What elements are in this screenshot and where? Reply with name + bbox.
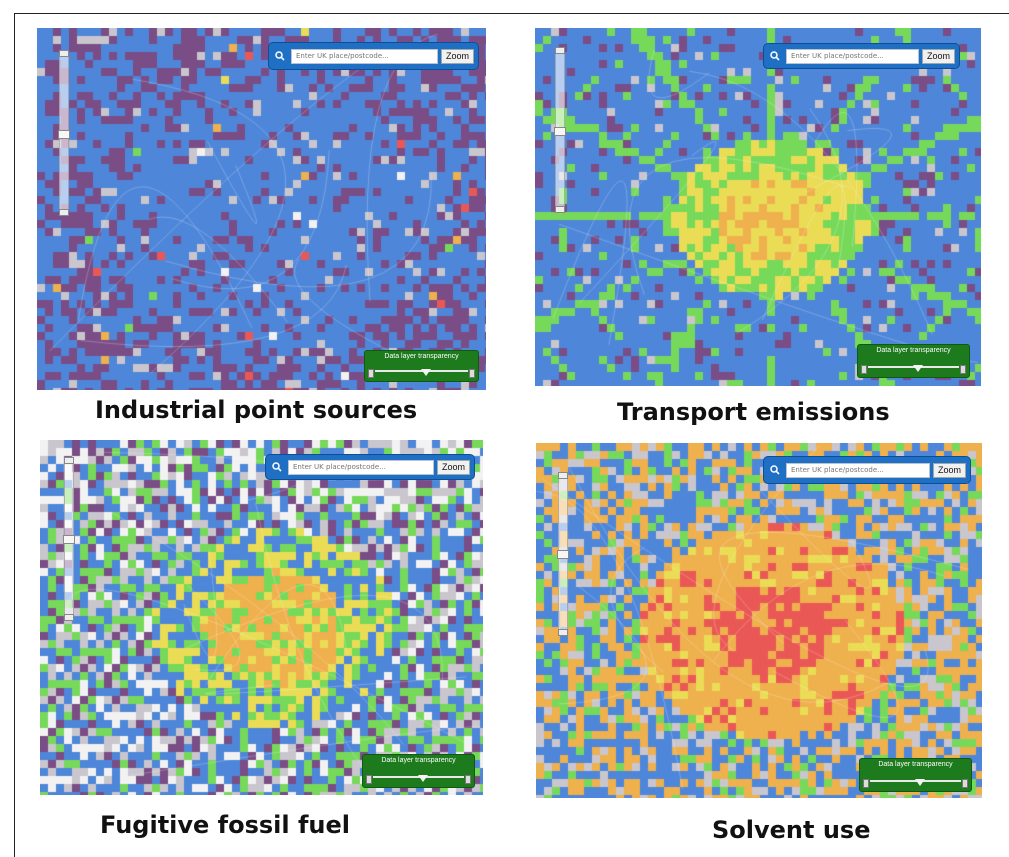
zoom-slider-knob[interactable] [63, 535, 75, 544]
place-search-input[interactable] [288, 459, 434, 475]
emission-grid-map[interactable] [535, 28, 981, 386]
transparency-min-button[interactable] [863, 779, 869, 788]
transparency-max-button[interactable] [465, 775, 471, 784]
zoom-slider[interactable] [58, 50, 70, 216]
transparency-max-button[interactable] [962, 779, 968, 788]
place-search-input[interactable] [291, 48, 438, 64]
transparency-max-button[interactable] [469, 369, 475, 378]
transparency-control: Data layer transparency [857, 344, 970, 378]
caption-solvent: Solvent use [712, 816, 871, 844]
zoom-in-button[interactable] [64, 457, 74, 464]
search-icon[interactable] [768, 463, 782, 477]
zoom-out-button[interactable] [558, 629, 568, 636]
transparency-thumb[interactable] [915, 779, 926, 786]
caption-transport: Transport emissions [617, 398, 890, 426]
transparency-min-button[interactable] [368, 369, 374, 378]
map-panel-solvent[interactable]: Zoom Data layer transparency [536, 443, 982, 798]
place-search-bar: Zoom [764, 44, 959, 68]
transparency-min-button[interactable] [861, 365, 867, 374]
transparency-thumb[interactable] [421, 369, 432, 376]
zoom-slider-knob[interactable] [557, 550, 569, 559]
zoom-out-button[interactable] [64, 614, 74, 621]
zoom-in-button[interactable] [555, 47, 565, 54]
caption-industrial: Industrial point sources [95, 396, 418, 424]
transparency-control: Data layer transparency [362, 754, 475, 788]
transparency-min-button[interactable] [366, 775, 372, 784]
zoom-slider[interactable] [557, 472, 569, 636]
map-panel-transport[interactable]: Zoom Data layer transparency [535, 28, 981, 386]
zoom-slider-knob[interactable] [554, 127, 566, 136]
transparency-max-button[interactable] [960, 365, 966, 374]
emission-grid-map[interactable] [40, 440, 483, 795]
zoom-button[interactable]: Zoom [440, 48, 474, 64]
zoom-button[interactable]: Zoom [436, 459, 470, 475]
transparency-label: Data layer transparency [384, 353, 459, 360]
transparency-thumb[interactable] [913, 365, 924, 372]
zoom-slider-knob[interactable] [58, 130, 70, 139]
zoom-slider[interactable] [554, 47, 566, 213]
place-search-bar: Zoom [269, 43, 478, 69]
zoom-out-button[interactable] [555, 206, 565, 213]
zoom-button[interactable]: Zoom [932, 462, 966, 478]
place-search-input[interactable] [786, 48, 919, 64]
place-search-bar: Zoom [266, 455, 474, 479]
emission-grid-map[interactable] [37, 28, 486, 390]
transparency-label: Data layer transparency [878, 761, 953, 768]
zoom-slider[interactable] [63, 457, 75, 621]
place-search-input[interactable] [786, 462, 930, 478]
transparency-thumb[interactable] [418, 775, 429, 782]
zoom-out-button[interactable] [59, 209, 69, 216]
figure-frame [14, 13, 1009, 857]
transparency-control: Data layer transparency [859, 758, 972, 792]
transparency-label: Data layer transparency [876, 347, 951, 354]
transparency-control: Data layer transparency [364, 350, 479, 382]
zoom-in-button[interactable] [59, 50, 69, 57]
place-search-bar: Zoom [764, 457, 970, 483]
caption-fugitive: Fugitive fossil fuel [100, 811, 351, 839]
search-icon[interactable] [270, 460, 284, 474]
emission-grid-map[interactable] [536, 443, 982, 798]
zoom-in-button[interactable] [558, 472, 568, 479]
search-icon[interactable] [768, 49, 782, 63]
map-panel-industrial[interactable]: Zoom Data layer transparency [37, 28, 486, 390]
transparency-label: Data layer transparency [381, 757, 456, 764]
zoom-button[interactable]: Zoom [921, 48, 955, 64]
map-panel-fugitive[interactable]: Zoom Data layer transparency [40, 440, 483, 795]
search-icon[interactable] [273, 49, 287, 63]
